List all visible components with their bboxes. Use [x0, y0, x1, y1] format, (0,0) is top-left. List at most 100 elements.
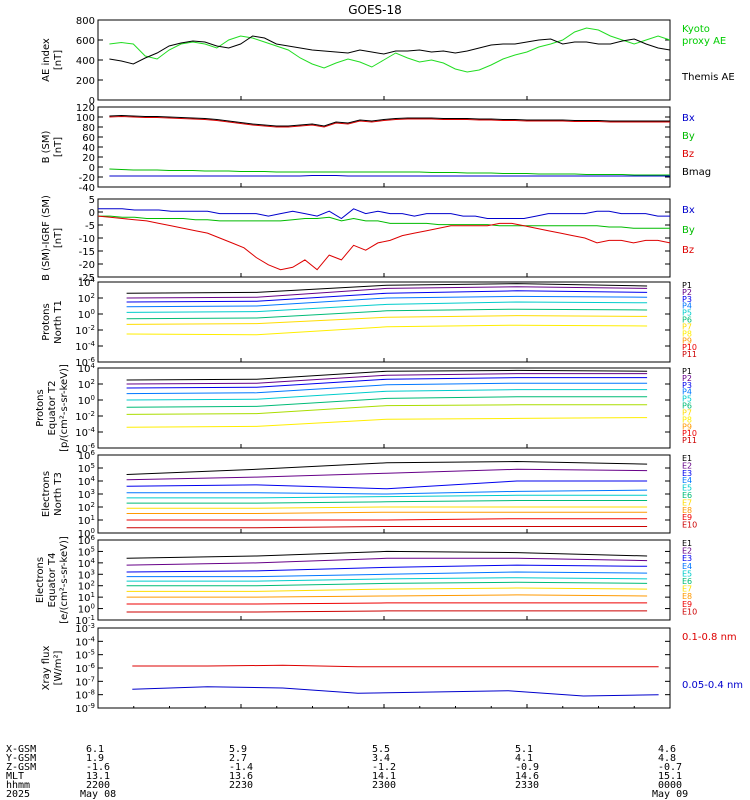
legend-entry: P5 [682, 309, 692, 318]
series-line-p1 [126, 283, 648, 294]
legend-entry: Kyoto [682, 24, 710, 35]
series-line-e4 [126, 489, 648, 495]
ephemeris-value: 5.9 [229, 744, 248, 755]
legend-entry: P1 [682, 367, 692, 376]
series-line-bx [109, 175, 670, 177]
ephemeris-value: 1.9 [86, 753, 105, 764]
series-line-e4 [126, 571, 648, 578]
legend-entry: E4 [682, 476, 692, 485]
y-tick-label: 105 [78, 462, 95, 475]
series-line-e10 [126, 610, 648, 613]
y-tick-label: 10-3 [75, 622, 95, 635]
ephemeris-value: 13.6 [229, 771, 254, 782]
legend-entry: E10 [682, 607, 697, 616]
series-line-p7 [126, 404, 648, 415]
series-line-p3 [126, 377, 648, 389]
y-tick-label: 0 [89, 96, 95, 107]
y-tick-label: -5 [85, 221, 95, 232]
ephemeris-row-label: hhmm [6, 780, 31, 791]
series-line-e5 [126, 577, 648, 582]
series-line-e1 [126, 460, 648, 475]
series-line-e5 [126, 494, 648, 499]
series-line-p8 [126, 324, 648, 336]
series-line-by [109, 168, 670, 176]
legend-entry: E9 [682, 600, 692, 609]
series-line-p6 [126, 308, 648, 320]
legend-entry: Bmag [682, 167, 711, 178]
legend-entry: P2 [682, 288, 692, 297]
legend-entry: E1 [682, 539, 692, 548]
ephemeris-value: 2.7 [229, 753, 248, 764]
legend-entry: P3 [682, 381, 692, 390]
legend-entry: Bz [682, 149, 694, 160]
series-line-bmag [109, 114, 670, 127]
y-tick-label: 102 [78, 378, 95, 391]
series-line-e3 [126, 480, 648, 490]
ephemeris-row-label: Z-GSM [6, 762, 37, 773]
y-axis-label: AE index [41, 38, 52, 82]
legend-entry: Bz [682, 245, 694, 256]
series-line-p4 [126, 295, 648, 308]
y-tick-label: -10 [79, 234, 95, 245]
series-line-bx [98, 208, 670, 220]
ephemeris-value: 2230 [229, 780, 254, 791]
y-axis-label: Electrons [35, 557, 46, 603]
y-axis-label: Protons [41, 303, 52, 340]
y-tick-label: -40 [79, 183, 95, 194]
ephemeris-value: 14.1 [372, 771, 397, 782]
y-tick-label: 10-4 [75, 426, 95, 439]
legend-entry: Bx [682, 113, 695, 124]
series-line-p2 [126, 373, 648, 385]
y-tick-label: 10-2 [75, 324, 95, 337]
ephemeris-value: 4.6 [658, 744, 677, 755]
y-tick-label: 10-2 [75, 410, 95, 423]
y-tick-label: 102 [78, 292, 95, 305]
series-line-e8 [126, 511, 648, 514]
legend-entry: P7 [682, 322, 692, 331]
y-tick-label: 10-4 [75, 340, 95, 353]
ephemeris-value: 5.5 [372, 744, 391, 755]
legend-entry: E4 [682, 562, 692, 571]
y-tick-label: 5 [89, 195, 95, 206]
series-line-e8 [126, 594, 648, 598]
series-line-e9 [126, 518, 648, 521]
series-line-0-05-0-4-nm [132, 686, 659, 697]
legend-entry: E9 [682, 513, 692, 522]
time-axis-ticks [97, 96, 671, 708]
ephemeris-value: 5.1 [515, 744, 534, 755]
series-line-e6 [126, 500, 648, 504]
legend-entry: 0.1-0.8 nm [682, 632, 737, 643]
y-tick-label: 106 [78, 449, 96, 462]
y-tick-label: 10-9 [75, 702, 95, 715]
legend-entry: proxy AE [682, 36, 726, 47]
legend-entry: P3 [682, 295, 692, 304]
legend-entry: By [682, 131, 695, 142]
series-line-e9 [126, 602, 648, 605]
y-tick-label: 104 [78, 276, 96, 289]
legend-entry: P4 [682, 302, 692, 311]
legend-entry: P4 [682, 388, 692, 397]
ephemeris-value: 14.6 [515, 771, 540, 782]
y-tick-label: 200 [76, 76, 95, 87]
legend-entry: P6 [682, 402, 692, 411]
y-axis-label: North T3 [53, 472, 64, 516]
legend-entry: Themis AE [681, 72, 735, 83]
y-tick-label: 40 [82, 143, 95, 154]
y-tick-label: -25 [79, 273, 95, 284]
ephemeris-row-label: 2025 [6, 789, 31, 800]
y-tick-label: 0 [89, 163, 95, 174]
legend-entry: E1 [682, 454, 692, 463]
series-line-e2 [126, 468, 648, 481]
legend-entry: P8 [682, 415, 692, 424]
legend-entry: P6 [682, 316, 692, 325]
ephemeris-row-label: Y-GSM [6, 753, 37, 764]
ephemeris-value: 4.8 [658, 753, 677, 764]
legend-entry: P9 [682, 336, 692, 345]
